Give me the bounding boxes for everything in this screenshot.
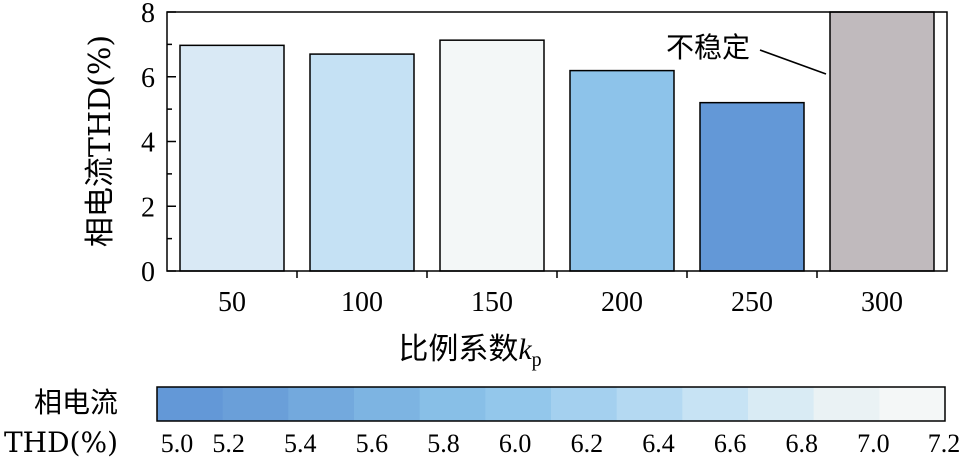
- colorbar-segment: [682, 387, 749, 421]
- colorbar-tick-label-6.0: 6.0: [499, 429, 532, 458]
- x-tick-label-200: 200: [601, 287, 643, 318]
- y-tick-label-4: 4: [141, 128, 155, 159]
- y-axis-title: 相电流THD(%): [83, 35, 118, 247]
- colorbar-tick-label-7.0: 7.0: [857, 429, 890, 458]
- colorbar-segment: [419, 387, 486, 421]
- bar-250: [699, 101, 805, 272]
- bar-300: [829, 11, 935, 272]
- colorbar-tick-label-5.8: 5.8: [427, 429, 460, 458]
- colorbar-segment: [616, 387, 683, 421]
- unstable-annotation: 不稳定: [666, 31, 750, 64]
- x-tick-label-250: 250: [731, 287, 773, 318]
- bar-200: [569, 69, 675, 272]
- plot-area: 50 100 150 200 250 300 0 2 4 6 8: [141, 0, 948, 318]
- bar-100: [309, 53, 415, 272]
- bar-150: [439, 39, 545, 272]
- y-tick-label-6: 6: [141, 63, 155, 94]
- x-axis-title-main: 比例系数: [398, 332, 518, 367]
- colorbar-segment: [288, 387, 355, 421]
- y-tick-label-8: 8: [141, 0, 155, 29]
- colorbar-segment: [551, 387, 618, 421]
- bar-50: [179, 44, 285, 272]
- colorbar-title-line1: 相电流: [34, 386, 118, 419]
- x-tick-label-300: 300: [861, 287, 903, 318]
- x-axis-title: 比例系数kp: [398, 332, 541, 371]
- colorbar-title-line2: THD(%): [4, 426, 118, 459]
- colorbar-frame: [156, 386, 946, 422]
- colorbar-tick-label-6.4: 6.4: [642, 429, 675, 458]
- colorbar-tick-label-7.2: 7.2: [928, 429, 961, 458]
- x-tick-label-100: 100: [341, 287, 383, 318]
- colorbar-tick-label-5.0: 5.0: [161, 429, 194, 458]
- colorbar-segment: [748, 387, 815, 421]
- colorbar-tick-label-5.6: 5.6: [356, 429, 389, 458]
- colorbar-segment: [222, 387, 289, 421]
- x-tick-label-50: 50: [218, 287, 246, 318]
- y-tick-label-0: 0: [141, 257, 155, 288]
- colorbar-segment: [879, 387, 946, 421]
- colorbar-tick-label-6.2: 6.2: [571, 429, 604, 458]
- x-tick-label-150: 150: [471, 287, 513, 318]
- x-axis-title-sub: p: [532, 349, 542, 371]
- colorbar-tick-label-6.6: 6.6: [714, 429, 747, 458]
- colorbar-segment: [485, 387, 552, 421]
- colorbar-tick-label-5.2: 5.2: [212, 429, 245, 458]
- colorbar-segment: [354, 387, 421, 421]
- colorbar-segment: [813, 387, 880, 421]
- colorbar: 5.0 5.2 5.4 5.6 5.8 6.0 6.2 6.4 6.6 6.8 7.0 7.2: [156, 386, 961, 458]
- annotation-leader-line: [759, 49, 827, 75]
- colorbar-tick-label-5.4: 5.4: [284, 429, 317, 458]
- colorbar-segment: [157, 387, 224, 421]
- colorbar-tick-label-6.8: 6.8: [785, 429, 818, 458]
- x-axis-title-var: k: [518, 333, 532, 366]
- y-tick-label-2: 2: [141, 192, 155, 223]
